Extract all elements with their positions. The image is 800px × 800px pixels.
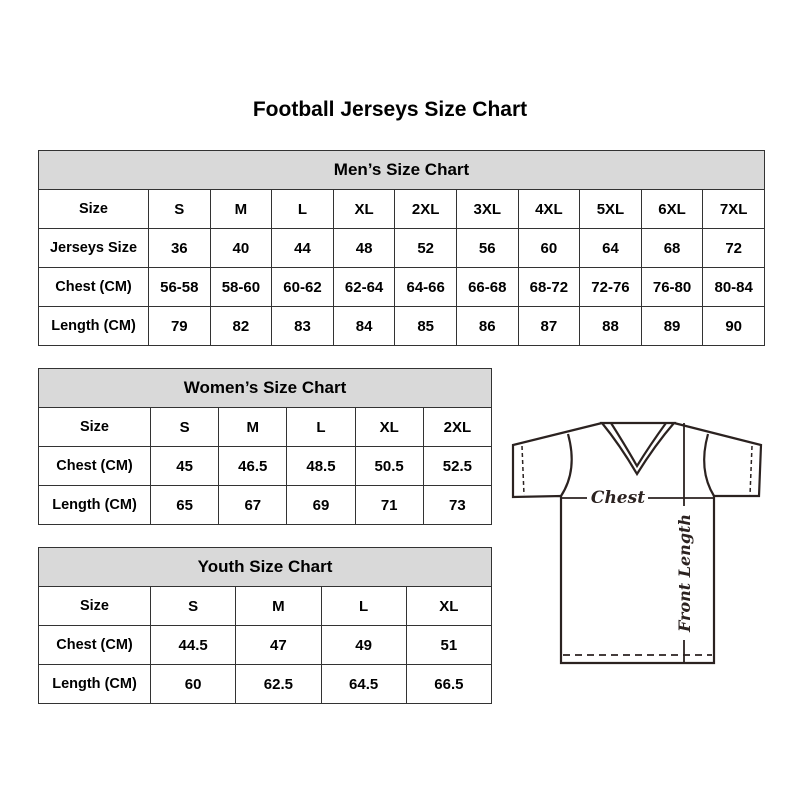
table-cell: 65 <box>149 485 220 525</box>
table-cell: S <box>149 586 237 626</box>
table-cell: 2XL <box>422 407 493 447</box>
table-cell: 62.5 <box>235 664 322 704</box>
row-label: Chest (CM) <box>38 446 151 486</box>
table-cell: 48.5 <box>286 446 356 486</box>
table-cell: 44.5 <box>149 625 237 665</box>
table-row: Length (CM) 60 62.5 64.5 66.5 <box>38 664 493 704</box>
table-cell: 71 <box>354 485 424 525</box>
jersey-outline-icon <box>511 421 763 665</box>
table-cell: 66-68 <box>455 267 519 307</box>
table-cell: 48 <box>332 228 396 268</box>
table-cell: 51 <box>405 625 493 665</box>
table-cell: 50.5 <box>354 446 424 486</box>
row-label: Chest (CM) <box>38 625 151 665</box>
table-row: Chest (CM) 44.5 47 49 51 <box>38 625 493 665</box>
table-row: Chest (CM) 45 46.5 48.5 50.5 52.5 <box>38 446 493 486</box>
table-cell: 73 <box>422 485 493 525</box>
table-cell: 90 <box>702 306 765 346</box>
table-cell: 7XL <box>702 189 765 229</box>
table-cell: 88 <box>579 306 642 346</box>
table-cell: L <box>320 586 407 626</box>
table-cell: XL <box>354 407 424 447</box>
table-cell: L <box>271 189 334 229</box>
table-cell: 60-62 <box>271 267 334 307</box>
table-row: Jerseys Size 36 40 44 48 52 56 60 64 68 72 <box>38 228 765 268</box>
row-label: Jerseys Size <box>38 228 149 268</box>
table-cell: XL <box>332 189 396 229</box>
table-cell: 6XL <box>640 189 704 229</box>
table-cell: 76-80 <box>640 267 704 307</box>
front-length-label: Front Length <box>675 514 694 633</box>
table-cell: 5XL <box>579 189 642 229</box>
table-row: Size S M L XL 2XL 3XL 4XL 5XL 6XL 7XL <box>38 189 765 229</box>
table-row: Size S M L XL <box>38 586 493 626</box>
row-label: Length (CM) <box>38 485 151 525</box>
table-cell: 36 <box>148 228 211 268</box>
table-cell: 60 <box>149 664 237 704</box>
table-cell: 69 <box>286 485 356 525</box>
table-cell: 44 <box>271 228 334 268</box>
table-cell: 40 <box>209 228 273 268</box>
row-label: Size <box>38 407 151 447</box>
table-cell: 72-76 <box>579 267 642 307</box>
table-cell: 79 <box>148 306 211 346</box>
table-cell: 60 <box>517 228 581 268</box>
men-caption: Men’s Size Chart <box>38 150 765 190</box>
table-cell: 68-72 <box>517 267 581 307</box>
table-cell: 80-84 <box>702 267 765 307</box>
row-label: Length (CM) <box>38 306 149 346</box>
table-cell: 47 <box>235 625 322 665</box>
table-cell: 56-58 <box>148 267 211 307</box>
youth-caption: Youth Size Chart <box>38 547 492 587</box>
table-cell: 67 <box>218 485 288 525</box>
table-row: Length (CM) 79 82 83 84 85 86 87 88 89 90 <box>38 306 765 346</box>
womens-size-table: Women’s Size Chart Size S M L XL 2XL Chest (CM)… <box>38 368 493 525</box>
youth-size-table: Youth Size Chart Size S M L XL Chest (CM) 44.5 4… <box>38 547 493 704</box>
chest-label: Chest <box>591 488 645 508</box>
row-label: Size <box>38 586 151 626</box>
table-cell: 66.5 <box>405 664 493 704</box>
table-cell: M <box>235 586 322 626</box>
table-cell: 68 <box>640 228 704 268</box>
row-label: Size <box>38 189 149 229</box>
table-cell: 85 <box>394 306 457 346</box>
table-cell: 82 <box>209 306 273 346</box>
table-cell: 62-64 <box>332 267 396 307</box>
table-row: Length (CM) 65 67 69 71 73 <box>38 485 493 525</box>
table-cell: 64.5 <box>320 664 407 704</box>
page-title: Football Jerseys Size Chart <box>252 98 528 121</box>
table-row: Size S M L XL 2XL <box>38 407 493 447</box>
mens-size-table: Men’s Size Chart Size S M L XL 2XL 3XL 4XL 5XL 6XL… <box>38 150 765 346</box>
table-cell: 87 <box>517 306 581 346</box>
table-cell: S <box>149 407 220 447</box>
table-cell: L <box>286 407 356 447</box>
women-caption: Women’s Size Chart <box>38 368 492 408</box>
table-cell: 45 <box>149 446 220 486</box>
table-cell: 86 <box>455 306 519 346</box>
table-cell: M <box>218 407 288 447</box>
table-cell: 49 <box>320 625 407 665</box>
table-cell: 84 <box>332 306 396 346</box>
table-cell: 52.5 <box>422 446 493 486</box>
